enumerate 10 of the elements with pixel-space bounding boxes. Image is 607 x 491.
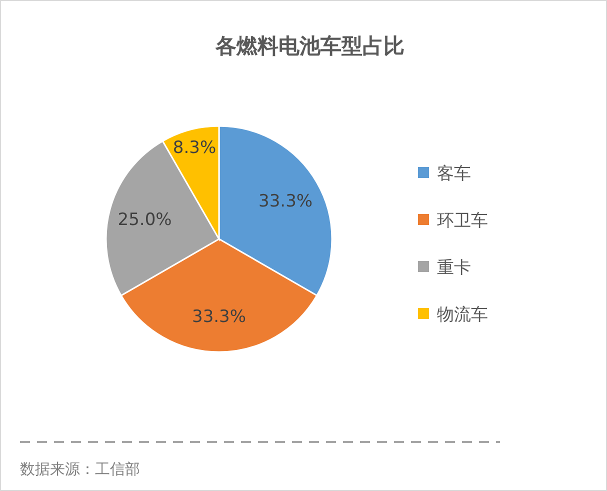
legend-label: 物流车 bbox=[437, 304, 488, 325]
data-label: 33.3% bbox=[258, 192, 313, 212]
chart-title: 各燃料电池车型占比 bbox=[214, 34, 404, 58]
legend-label: 环卫车 bbox=[437, 210, 488, 231]
source-note: 数据来源：工信部 bbox=[20, 460, 140, 478]
data-label: 33.3% bbox=[192, 306, 246, 327]
legend-label: 客车 bbox=[437, 164, 471, 184]
data-label: 25.0% bbox=[118, 210, 172, 230]
data-label: 8.3% bbox=[172, 138, 216, 158]
legend-label: 重卡 bbox=[437, 258, 471, 278]
